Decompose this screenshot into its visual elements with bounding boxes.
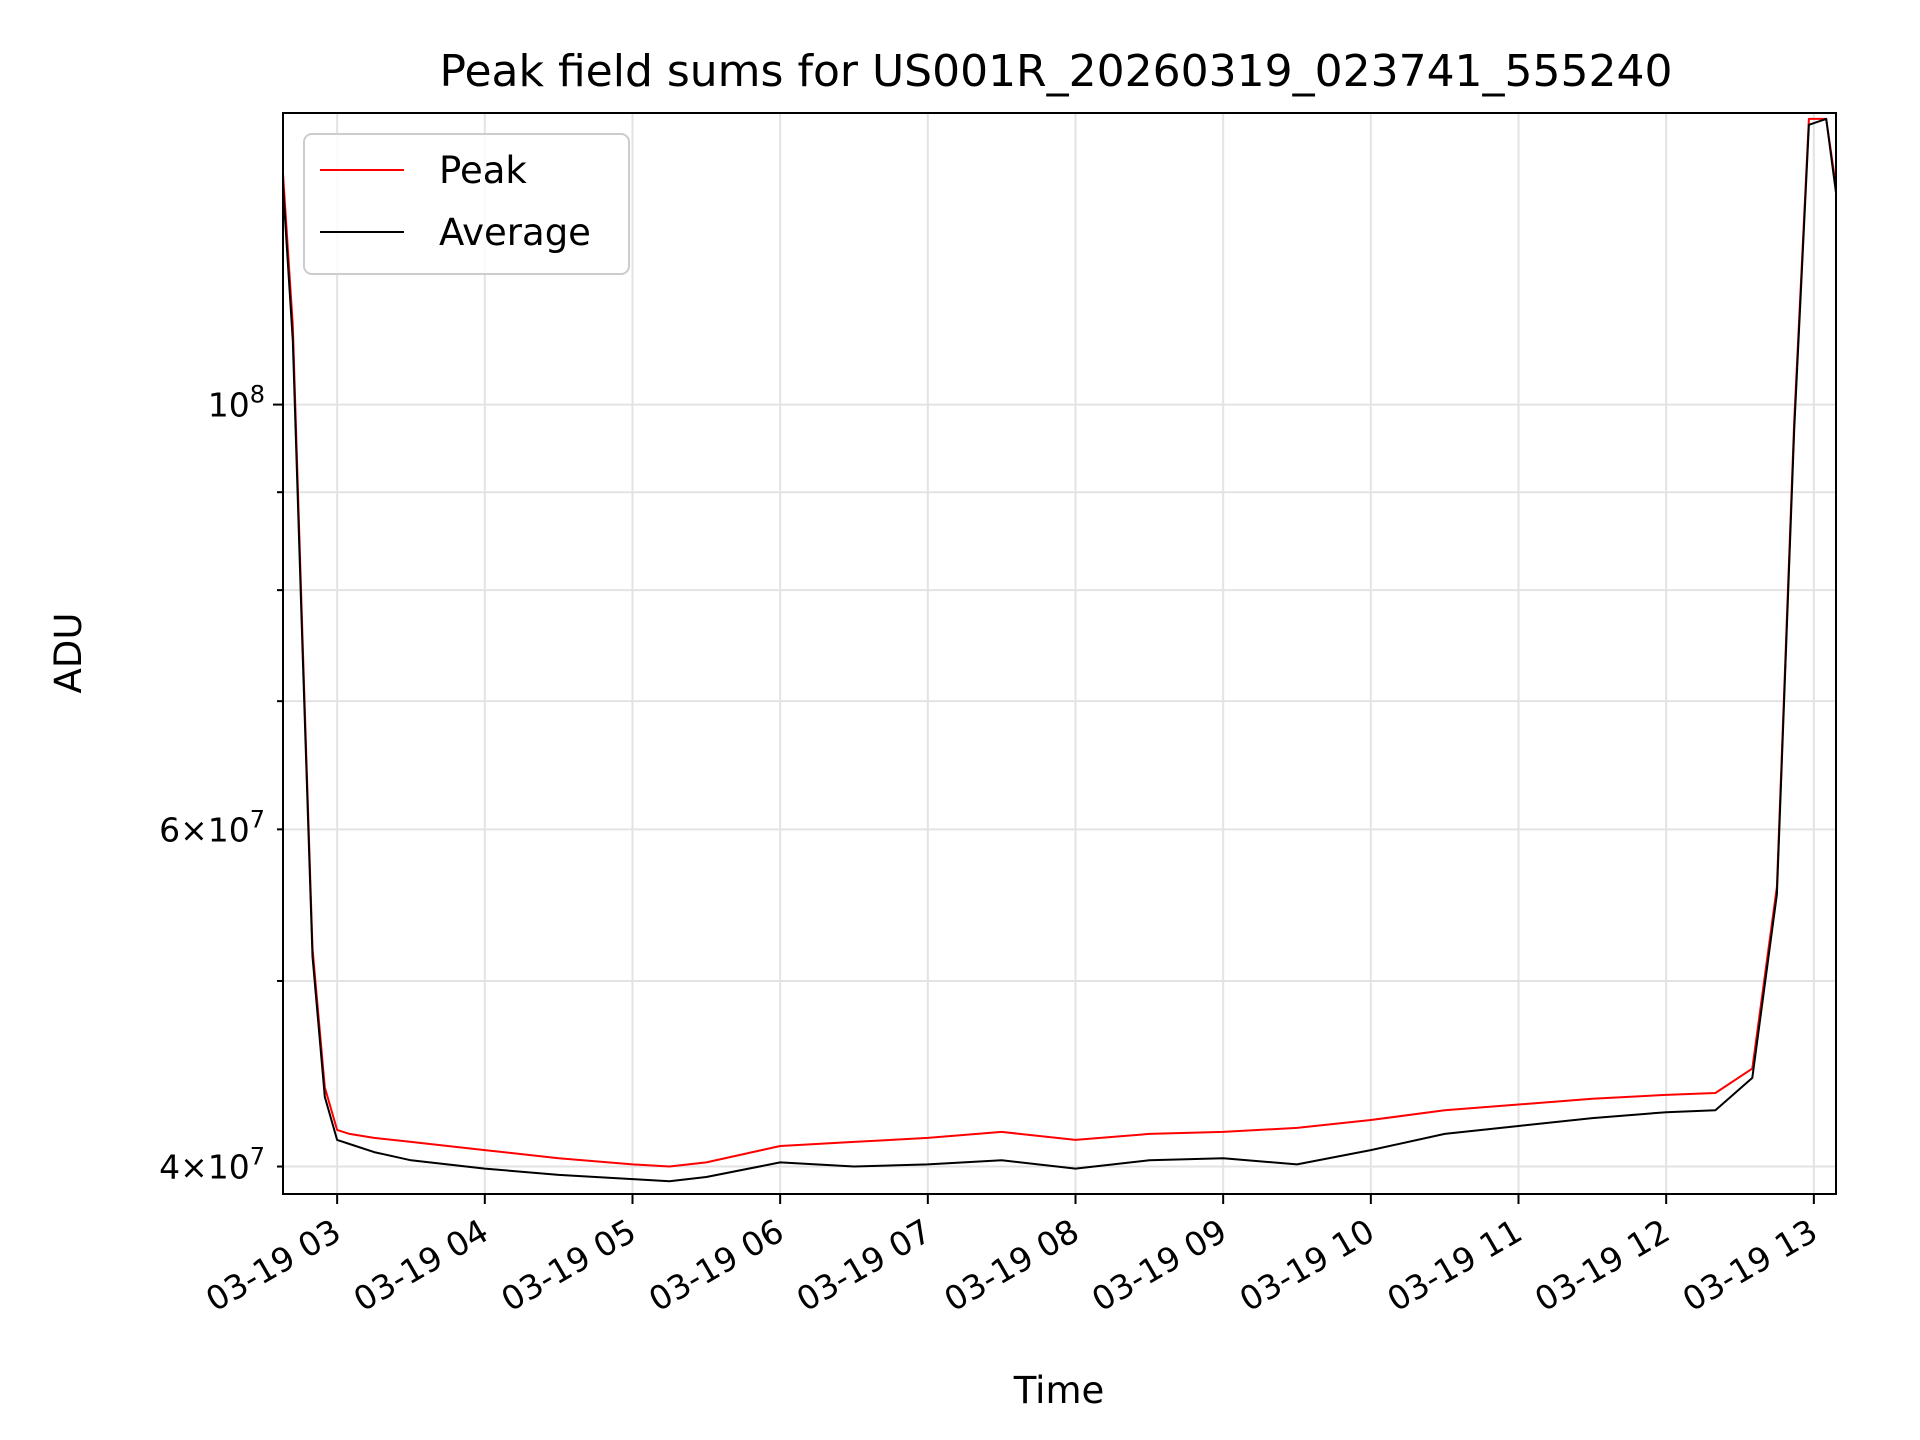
chart-title: Peak field sums for US001R_20260319_0237… — [439, 46, 1672, 97]
y-tick-label: 4×107 — [159, 1143, 265, 1187]
y-tick-label: 6×107 — [159, 805, 265, 849]
legend: Peak Average — [303, 133, 630, 275]
series-layer — [283, 117, 1836, 1183]
plot-frame — [282, 112, 1837, 1195]
x-axis-label: Time — [1013, 1369, 1105, 1412]
series-line-average — [283, 117, 1836, 1183]
y-tick-label: 108 — [208, 381, 265, 425]
series-line-peak — [283, 117, 1836, 1168]
legend-average-label: Average — [439, 211, 591, 254]
y-axis-label: ADU — [47, 613, 90, 694]
legend-peak-label: Peak — [439, 149, 527, 192]
